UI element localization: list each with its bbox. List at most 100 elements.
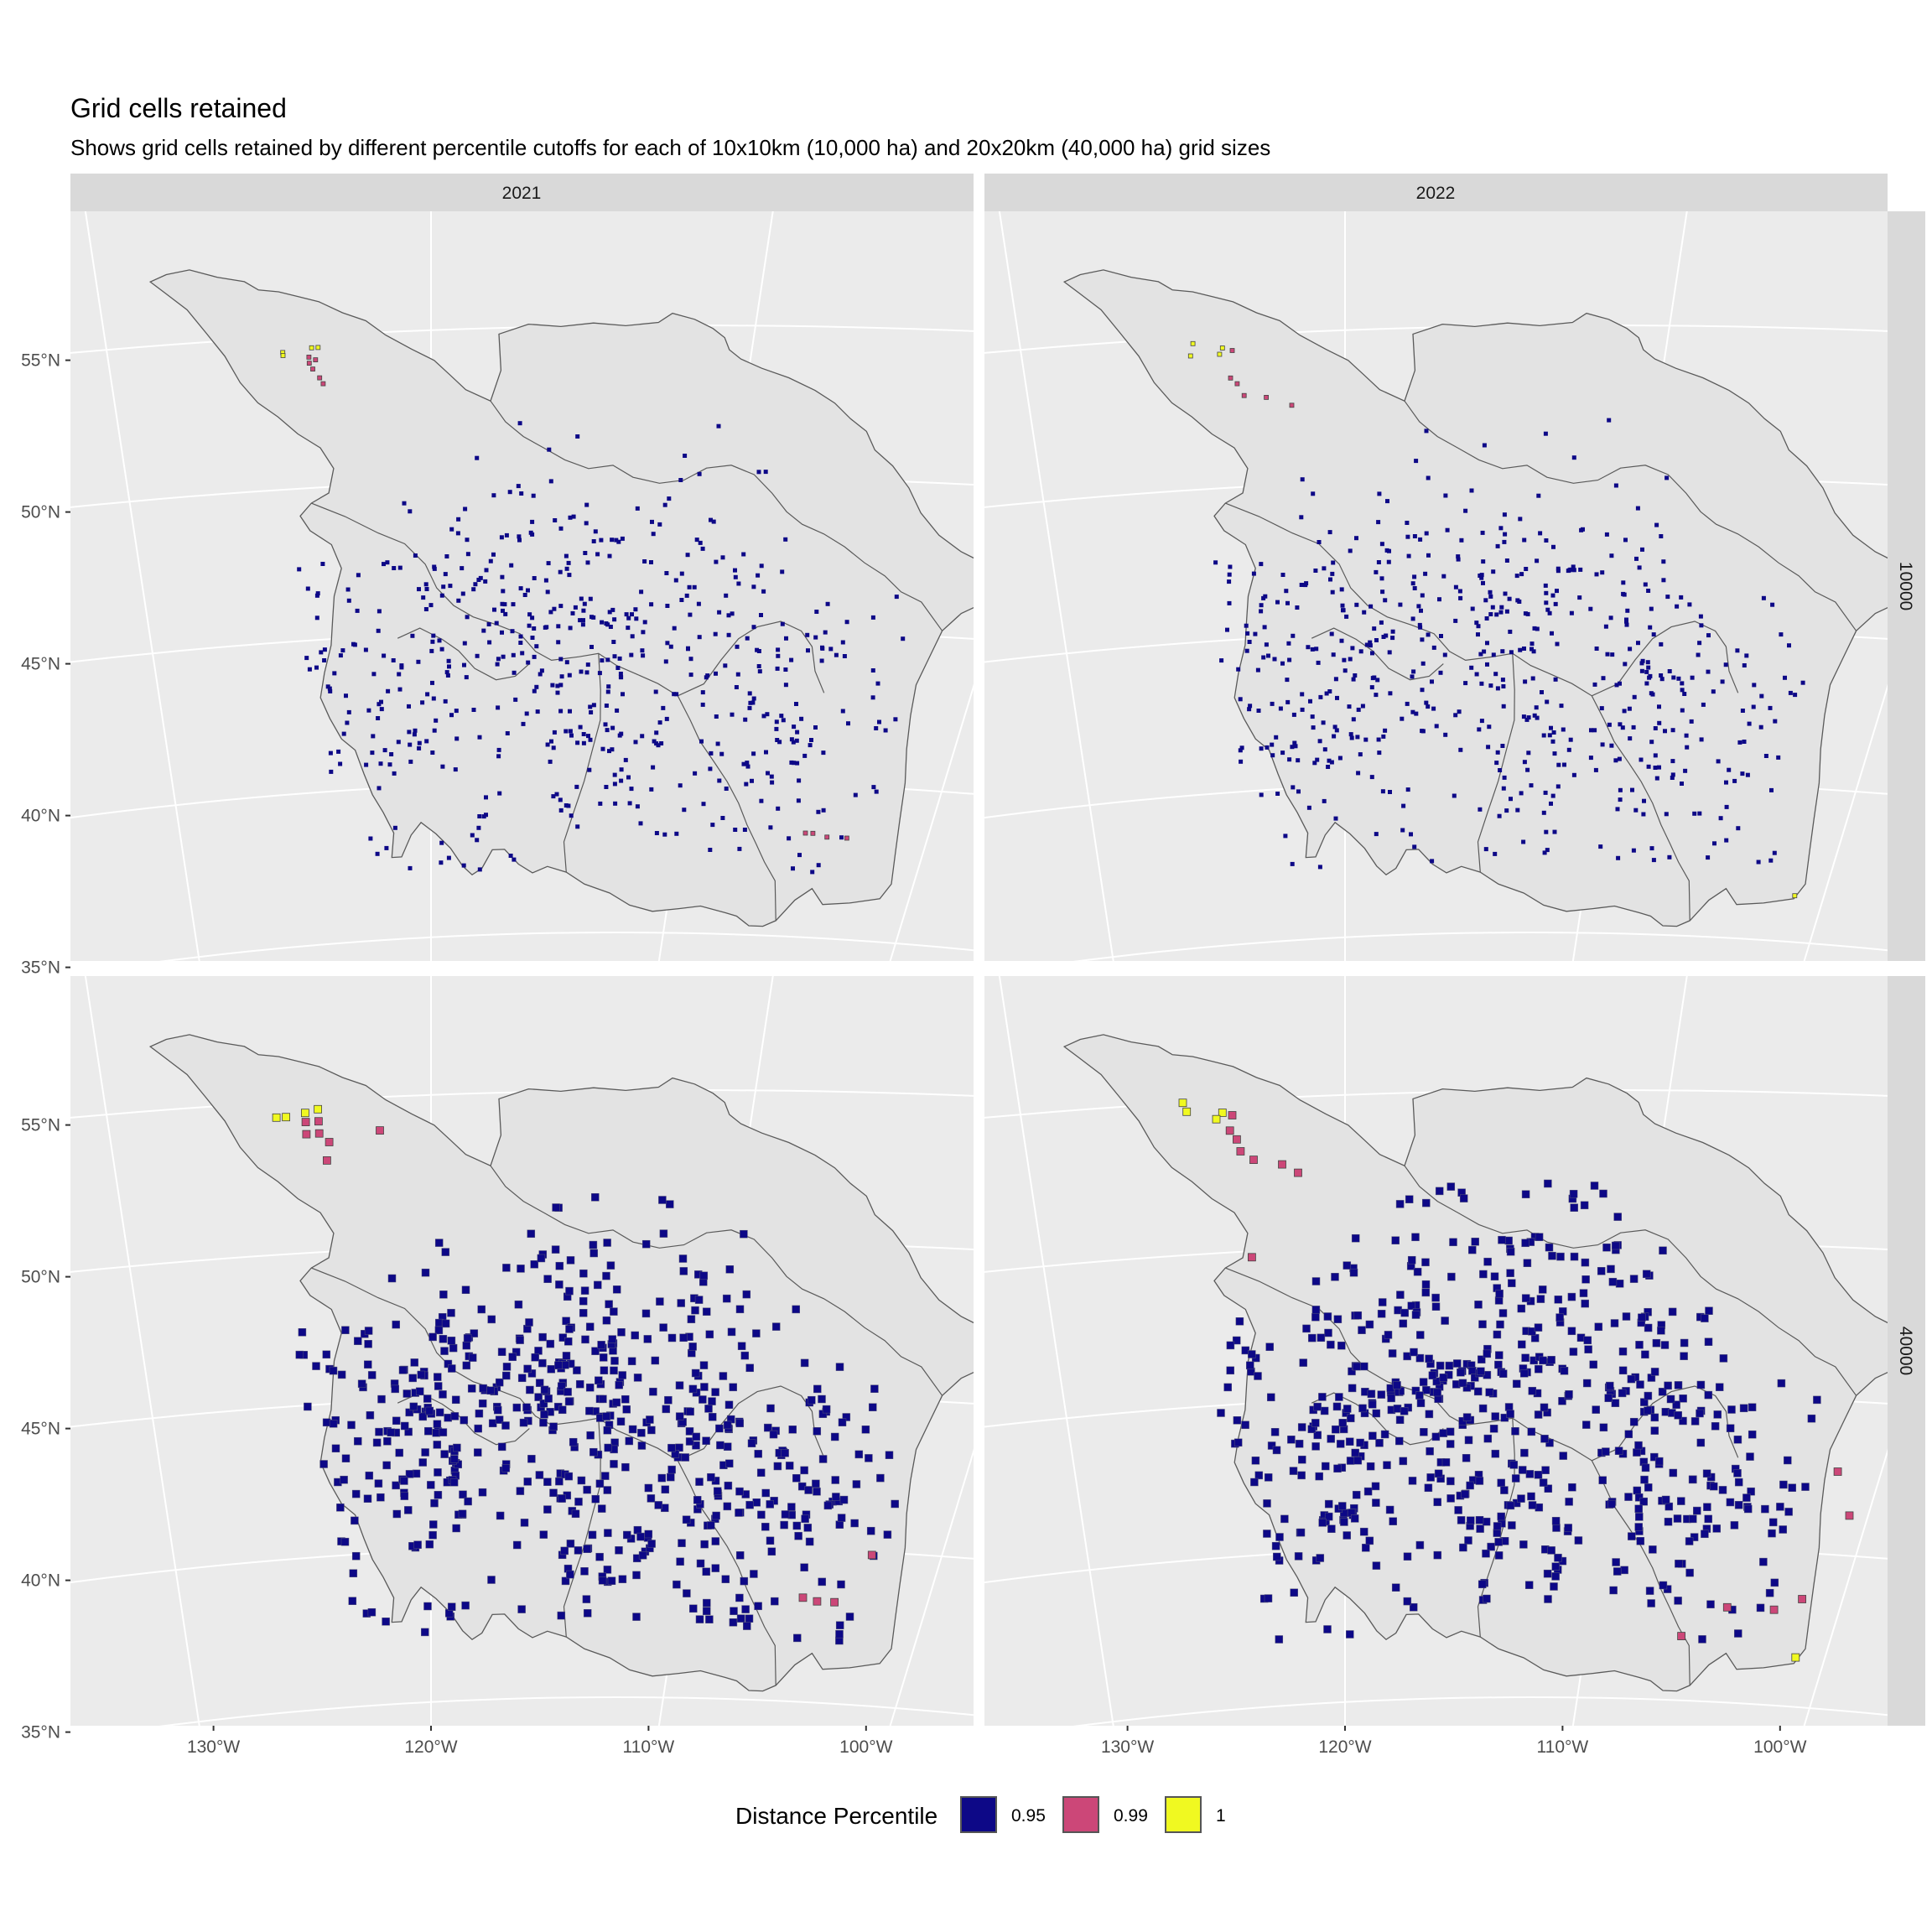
grid-cell-095 xyxy=(1547,1356,1555,1364)
grid-cell-095 xyxy=(527,1229,536,1239)
grid-cell-095 xyxy=(642,620,647,625)
grid-cell-095 xyxy=(539,1418,548,1427)
grid-cell-095 xyxy=(1346,1630,1354,1639)
grid-cell-095 xyxy=(1609,553,1614,558)
grid-cell-095 xyxy=(566,560,571,565)
grid-cell-095 xyxy=(332,671,337,676)
grid-cell-095 xyxy=(1654,776,1659,781)
grid-cell-095 xyxy=(558,526,564,531)
grid-cell-095 xyxy=(599,1353,608,1362)
grid-cell-095 xyxy=(551,745,556,750)
grid-cell-095 xyxy=(589,1447,598,1457)
grid-cell-095 xyxy=(1506,1501,1515,1510)
grid-cell-095 xyxy=(1624,1430,1633,1439)
grid-cell-095 xyxy=(364,1360,372,1368)
grid-cell-095 xyxy=(410,633,415,638)
grid-cell-095 xyxy=(1348,657,1353,662)
grid-cell-095 xyxy=(700,546,705,551)
grid-cell-095 xyxy=(1568,1483,1576,1492)
grid-cell-095 xyxy=(1318,694,1323,699)
grid-cell-095 xyxy=(792,724,797,730)
grid-cell-095 xyxy=(1287,757,1292,762)
grid-cell-095 xyxy=(759,564,764,569)
grid-cell-095 xyxy=(800,1563,808,1571)
grid-cell-095 xyxy=(1327,530,1332,535)
grid-cell-095 xyxy=(397,565,402,570)
grid-cell-095 xyxy=(1640,658,1645,663)
grid-cell-095 xyxy=(1457,709,1462,714)
grid-cell-095 xyxy=(870,668,875,673)
grid-cell-095 xyxy=(1689,1514,1697,1524)
grid-cell-095 xyxy=(1254,1372,1262,1380)
grid-cell-095 xyxy=(1306,645,1311,650)
grid-cell-095 xyxy=(1443,732,1448,737)
grid-cell-095 xyxy=(1417,622,1422,627)
grid-cell-095 xyxy=(1433,1498,1441,1507)
grid-cell-095 xyxy=(1504,558,1509,563)
grid-cell-095 xyxy=(443,699,448,704)
grid-cell-095 xyxy=(1368,1431,1377,1441)
grid-cell-095 xyxy=(840,709,845,714)
grid-cell-095 xyxy=(1372,1561,1381,1570)
grid-cell-095 xyxy=(1793,693,1798,698)
grid-cell-095 xyxy=(495,1415,504,1424)
grid-cell-095 xyxy=(1633,1448,1641,1457)
grid-cell-095 xyxy=(610,725,615,730)
grid-cell-095 xyxy=(1292,740,1297,745)
grid-cell-095 xyxy=(1690,675,1695,680)
grid-cell-099 xyxy=(1247,1253,1256,1262)
grid-cell-095 xyxy=(599,538,604,543)
grid-cell-095 xyxy=(555,1261,564,1270)
grid-cell-095 xyxy=(756,470,761,475)
grid-cell-095 xyxy=(1387,650,1392,655)
grid-cell-095 xyxy=(674,831,679,836)
grid-cell-095 xyxy=(1395,1200,1405,1208)
grid-cell-095 xyxy=(1610,652,1615,657)
grid-cell-095 xyxy=(1734,1501,1743,1509)
grid-cell-095 xyxy=(1470,606,1475,611)
grid-cell-095 xyxy=(340,1475,348,1484)
strip-10000-label: 10000 xyxy=(1896,562,1915,610)
grid-cell-095 xyxy=(1739,1404,1748,1413)
grid-cell-095 xyxy=(602,1412,610,1420)
grid-cell-095 xyxy=(512,1540,522,1550)
grid-cell-095 xyxy=(630,634,635,639)
grid-cell-095 xyxy=(564,566,569,571)
grid-cell-095 xyxy=(524,711,529,716)
grid-cell-095 xyxy=(585,560,590,565)
grid-cell-095 xyxy=(842,1413,851,1421)
grid-cell-095 xyxy=(385,560,390,565)
grid-cell-095 xyxy=(562,1317,570,1326)
grid-cell-095 xyxy=(599,1394,607,1404)
grid-cell-095 xyxy=(808,1395,816,1405)
grid-cell-095 xyxy=(1264,642,1269,647)
grid-cell-095 xyxy=(1259,792,1264,797)
grid-cell-095 xyxy=(1519,1369,1529,1378)
grid-cell-095 xyxy=(641,630,646,635)
grid-cell-095 xyxy=(620,536,625,541)
grid-cell-095 xyxy=(1374,569,1379,574)
grid-cell-095 xyxy=(638,1551,647,1560)
grid-cell-095 xyxy=(1551,1572,1560,1581)
grid-cell-095 xyxy=(1453,584,1458,589)
grid-cell-095 xyxy=(1711,689,1716,694)
grid-cell-095 xyxy=(1624,1493,1633,1501)
grid-cell-095 xyxy=(1376,520,1381,525)
grid-cell-095 xyxy=(1495,1351,1504,1359)
grid-cell-095 xyxy=(434,1468,442,1477)
grid-cell-095 xyxy=(618,1371,626,1379)
grid-cell-095 xyxy=(1498,526,1504,531)
grid-cell-095 xyxy=(1636,641,1640,646)
grid-cell-095 xyxy=(1376,560,1381,564)
grid-cell-095 xyxy=(1751,704,1756,709)
grid-cell-095 xyxy=(600,746,605,751)
grid-cell-095 xyxy=(1293,744,1298,749)
grid-cell-095 xyxy=(1550,631,1554,636)
grid-cell-095 xyxy=(1485,641,1489,646)
grid-cell-095 xyxy=(1291,785,1296,790)
grid-cell-095 xyxy=(1474,1301,1483,1309)
grid-cell-095 xyxy=(1320,1406,1329,1415)
grid-cell-095 xyxy=(1653,726,1658,730)
grid-cell-095 xyxy=(1523,679,1528,684)
grid-cell-095 xyxy=(1262,625,1267,630)
